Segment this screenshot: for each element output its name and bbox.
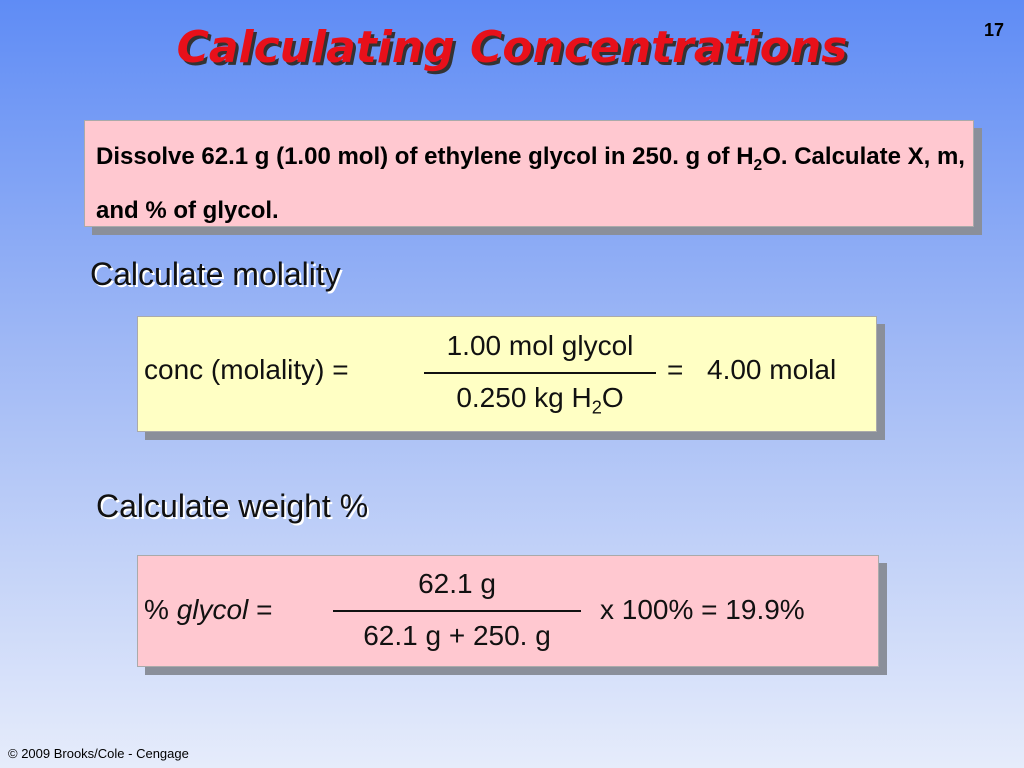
numerator: 62.1 g — [418, 568, 496, 599]
problem-part: Dissolve 62.1 g (1.00 mol) of ethylene g… — [96, 143, 754, 170]
numerator: 1.00 mol glycol — [446, 330, 634, 361]
denominator: 0.250 kg H2O — [420, 382, 660, 419]
equation-lhs: conc (molality) = — [144, 354, 349, 385]
result: x 100% = 19.9% — [600, 594, 805, 625]
equation-box — [137, 316, 877, 432]
slide-number: 17 — [983, 20, 1004, 40]
problem-part: O. Calculate X, m, and % of glycol. — [96, 143, 965, 224]
footer: © 2009 Brooks/Cole - Cengage — [8, 746, 189, 761]
result: 4.00 molal — [707, 354, 837, 385]
denominator-part: 0.250 kg H — [456, 382, 592, 413]
section-heading: Calculate weight % — [96, 488, 369, 524]
lhs-part: glycol — [176, 594, 249, 625]
denominator: 62.1 g + 250. g — [363, 620, 551, 651]
equation-lhs: % glycol = — [144, 594, 272, 626]
lhs-part: = — [256, 594, 273, 625]
denominator-part: O — [601, 382, 624, 413]
problem-box — [84, 120, 974, 227]
equals-sign: = — [667, 354, 684, 385]
fraction-bar — [424, 372, 656, 374]
section-heading: Calculate molality — [90, 256, 341, 292]
fraction-bar — [333, 610, 581, 612]
slide-title: Calculating Concentrations — [176, 22, 848, 73]
subscript: 2 — [591, 397, 602, 418]
problem-text: Dissolve 62.1 g (1.00 mol) of ethylene g… — [96, 134, 966, 233]
subscript: 2 — [753, 156, 763, 174]
lhs-part: % — [144, 594, 169, 625]
